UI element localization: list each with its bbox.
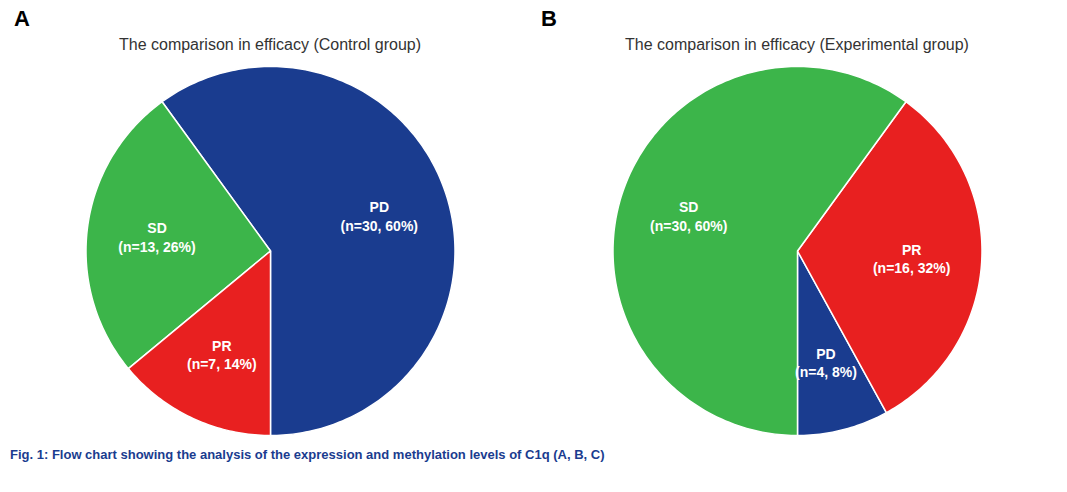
svg-text:SD(n=30, 60%): SD(n=30, 60%) [650, 199, 727, 233]
svg-text:SD(n=13, 26%): SD(n=13, 26%) [118, 220, 195, 254]
svg-text:PD(n=4, 8%): PD(n=4, 8%) [795, 346, 857, 380]
svg-text:PD(n=30, 60%): PD(n=30, 60%) [341, 199, 418, 233]
html-text:The comparison in efficacy (Co: The comparison in efficacy (Control grou… [119, 36, 421, 53]
svg-text:PR(n=7, 14%): PR(n=7, 14%) [187, 338, 257, 372]
html-text:A: A [14, 6, 30, 31]
svg-text:PR(n=16, 32%): PR(n=16, 32%) [873, 242, 950, 276]
html-text:The comparison in efficacy (Ex: The comparison in efficacy (Experimental… [625, 36, 969, 53]
html-text:B: B [541, 6, 557, 31]
html-text:Fig. 1: Flow chart showing the: Fig. 1: Flow chart showing the analysis … [10, 447, 605, 462]
